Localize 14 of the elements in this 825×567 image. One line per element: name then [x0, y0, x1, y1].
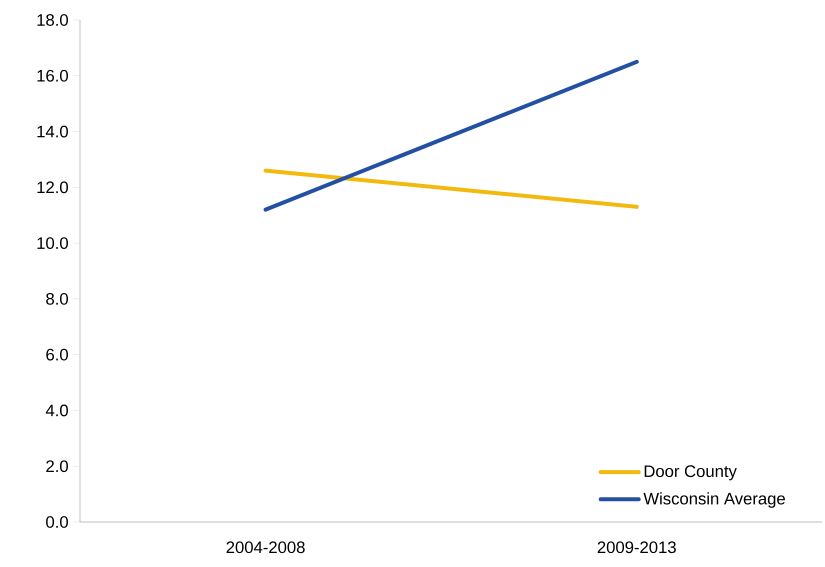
y-tick-label: 10.0 — [37, 237, 68, 250]
y-tick-label: 18.0 — [37, 14, 68, 26]
y-tick-label: 6.0 — [46, 348, 68, 361]
y-tick-label: 16.0 — [37, 70, 68, 82]
y-tick-label: 2.0 — [46, 460, 68, 472]
x-tick-label: 2009-2013 — [598, 541, 676, 554]
y-tick-label: 14.0 — [37, 126, 68, 138]
legend-label: Door County — [644, 465, 737, 480]
legend-label: Wisconsin Average — [643, 492, 785, 508]
y-tick-label: 0.0 — [46, 516, 68, 528]
x-tick-label: 2004-2008 — [226, 541, 305, 554]
y-tick-label: 8.0 — [46, 292, 68, 305]
y-tick-label: 12.0 — [37, 181, 68, 194]
y-tick-label: 4.0 — [46, 404, 68, 416]
